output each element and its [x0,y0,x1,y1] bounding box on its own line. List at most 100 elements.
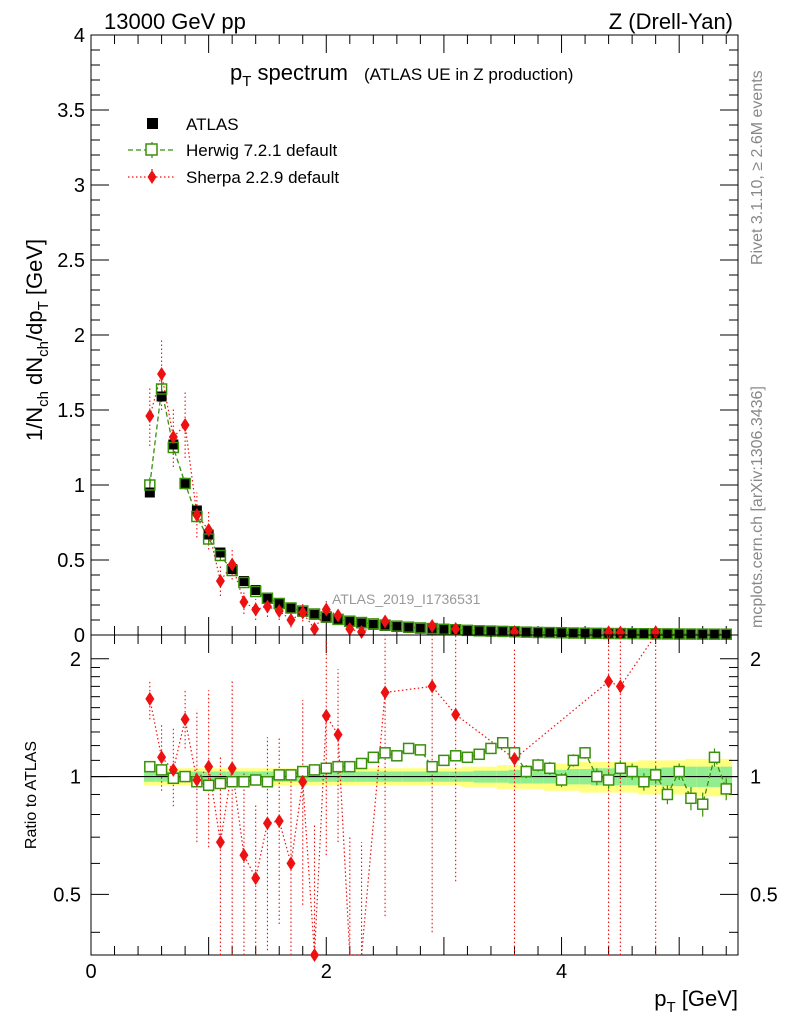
herwig-point [496,625,509,638]
ratio-herwig-point [473,748,485,761]
atlas-point [674,628,685,639]
ratio-y-tick-label-right: 2 [750,649,761,671]
main-y-tick-label: 1 [74,475,85,497]
atlas-point [580,628,591,639]
atlas-point [627,628,638,639]
main-title-rest: spectrum [251,60,348,85]
sherpa-point [321,602,331,617]
ratio-sherpa-point [604,674,614,689]
atlas-point [544,627,555,638]
atlas-point [685,629,696,640]
ratio-sherpa-point [239,848,249,863]
ratio-sherpa-point [310,948,320,962]
ratio-sherpa-point [192,772,202,787]
ratio-sherpa-point [251,871,261,886]
main-y-tick-label: 1.5 [57,400,85,422]
xlabel-rest: [GeV] [676,986,738,1011]
atlas-point [721,629,732,640]
legend-label-atlas: ATLAS [186,115,239,134]
herwig-point [155,383,168,395]
energy-label: 13000 GeV pp [104,9,246,34]
atlas-point [168,439,179,450]
herwig-point [214,549,227,562]
ylabel-part-5: T [35,301,52,310]
ratio-herwig-point [249,774,262,786]
ratio-herwig-point [626,765,638,778]
main-title-p: p [230,60,242,85]
legend-marker-herwig [145,143,158,156]
sherpa-point [204,523,214,537]
sherpa-point [251,602,261,617]
ratio-herwig-point [520,765,533,778]
ratio-herwig-point [544,762,556,775]
atlas-point [697,629,708,640]
atlas-point [415,623,426,634]
x-tick-label: 2 [321,961,332,983]
atlas-point [356,618,367,629]
atlas-point [709,629,720,640]
x-axis-label: pT [GeV] [654,986,738,1016]
ratio-y-tick-label-right: 0.5 [750,884,778,906]
atlas-point [156,391,167,402]
ratio-herwig-point [673,765,685,778]
legend-label-sherpa: Sherpa 2.2.9 default [186,168,339,187]
ratio-herwig-point [579,747,591,759]
ratio-herwig-point [308,764,321,776]
ratio-sherpa-point [286,856,296,871]
atlas-point [391,622,402,633]
atlas-point [403,622,414,633]
ratio-herwig-point [638,775,650,788]
ratio-herwig-point [332,760,344,773]
atlas-point [238,576,249,586]
sherpa-point [380,614,390,629]
sherpa-point [345,622,355,636]
sherpa-point [286,613,296,627]
ratio-y-tick-label: 0.5 [53,884,81,906]
ratio-plot-frame [90,634,739,956]
atlas-point [591,628,602,639]
atlas-point [568,628,579,639]
ratio-sherpa-point [380,685,390,700]
x-tick-label: 4 [556,961,567,983]
main-y-tick-label: 0.5 [57,550,85,572]
ratio-herwig-point [202,779,215,792]
ylabel-part-0: 1/N [22,407,47,441]
ratio-herwig-point [685,792,697,805]
ratio-sherpa-point [157,750,167,765]
sherpa-point [427,619,437,633]
ratio-panel: 0.5 0.5 1 1 2 2 0 2 4 [53,634,778,983]
ratio-herwig-point [155,764,168,776]
atlas-point [344,616,355,627]
ratio-y-tick-label: 2 [70,649,81,671]
herwig-point [567,627,580,639]
legend: ATLAS Herwig 7.2.1 default Sherpa 2.2.9 … [128,115,339,187]
sherpa-point [168,430,178,444]
main-y-tick-label: 4 [74,25,85,47]
herwig-point [473,625,485,637]
rivet-version-label: Rivet 3.1.10, ≥ 2.6M events [749,70,766,265]
atlas-point [533,627,544,638]
ratio-herwig-point [285,769,297,781]
herwig-point [249,585,262,598]
herwig-point [391,620,403,632]
ratio-sherpa-point [180,712,190,727]
ratio-herwig-point [555,774,568,786]
ratio-herwig-point [720,783,732,795]
ratio-herwig-point [485,742,497,755]
herwig-point [308,608,321,620]
herwig-point [238,576,250,589]
ratio-herwig-point [179,770,191,783]
sherpa-point [651,625,661,640]
ratio-herwig-point [708,751,721,764]
herwig-point [661,628,674,640]
ratio-herwig-point [591,770,603,783]
herwig-point [520,626,533,638]
sherpa-point [145,409,155,423]
atlas-point [321,612,332,623]
ratio-herwig-point [649,769,662,781]
ratio-sherpa-point [145,691,155,706]
ratio-sherpa-point [262,816,272,831]
ratio-herwig-point [602,774,615,786]
atlas-point [638,628,649,639]
sherpa-point [604,625,614,640]
